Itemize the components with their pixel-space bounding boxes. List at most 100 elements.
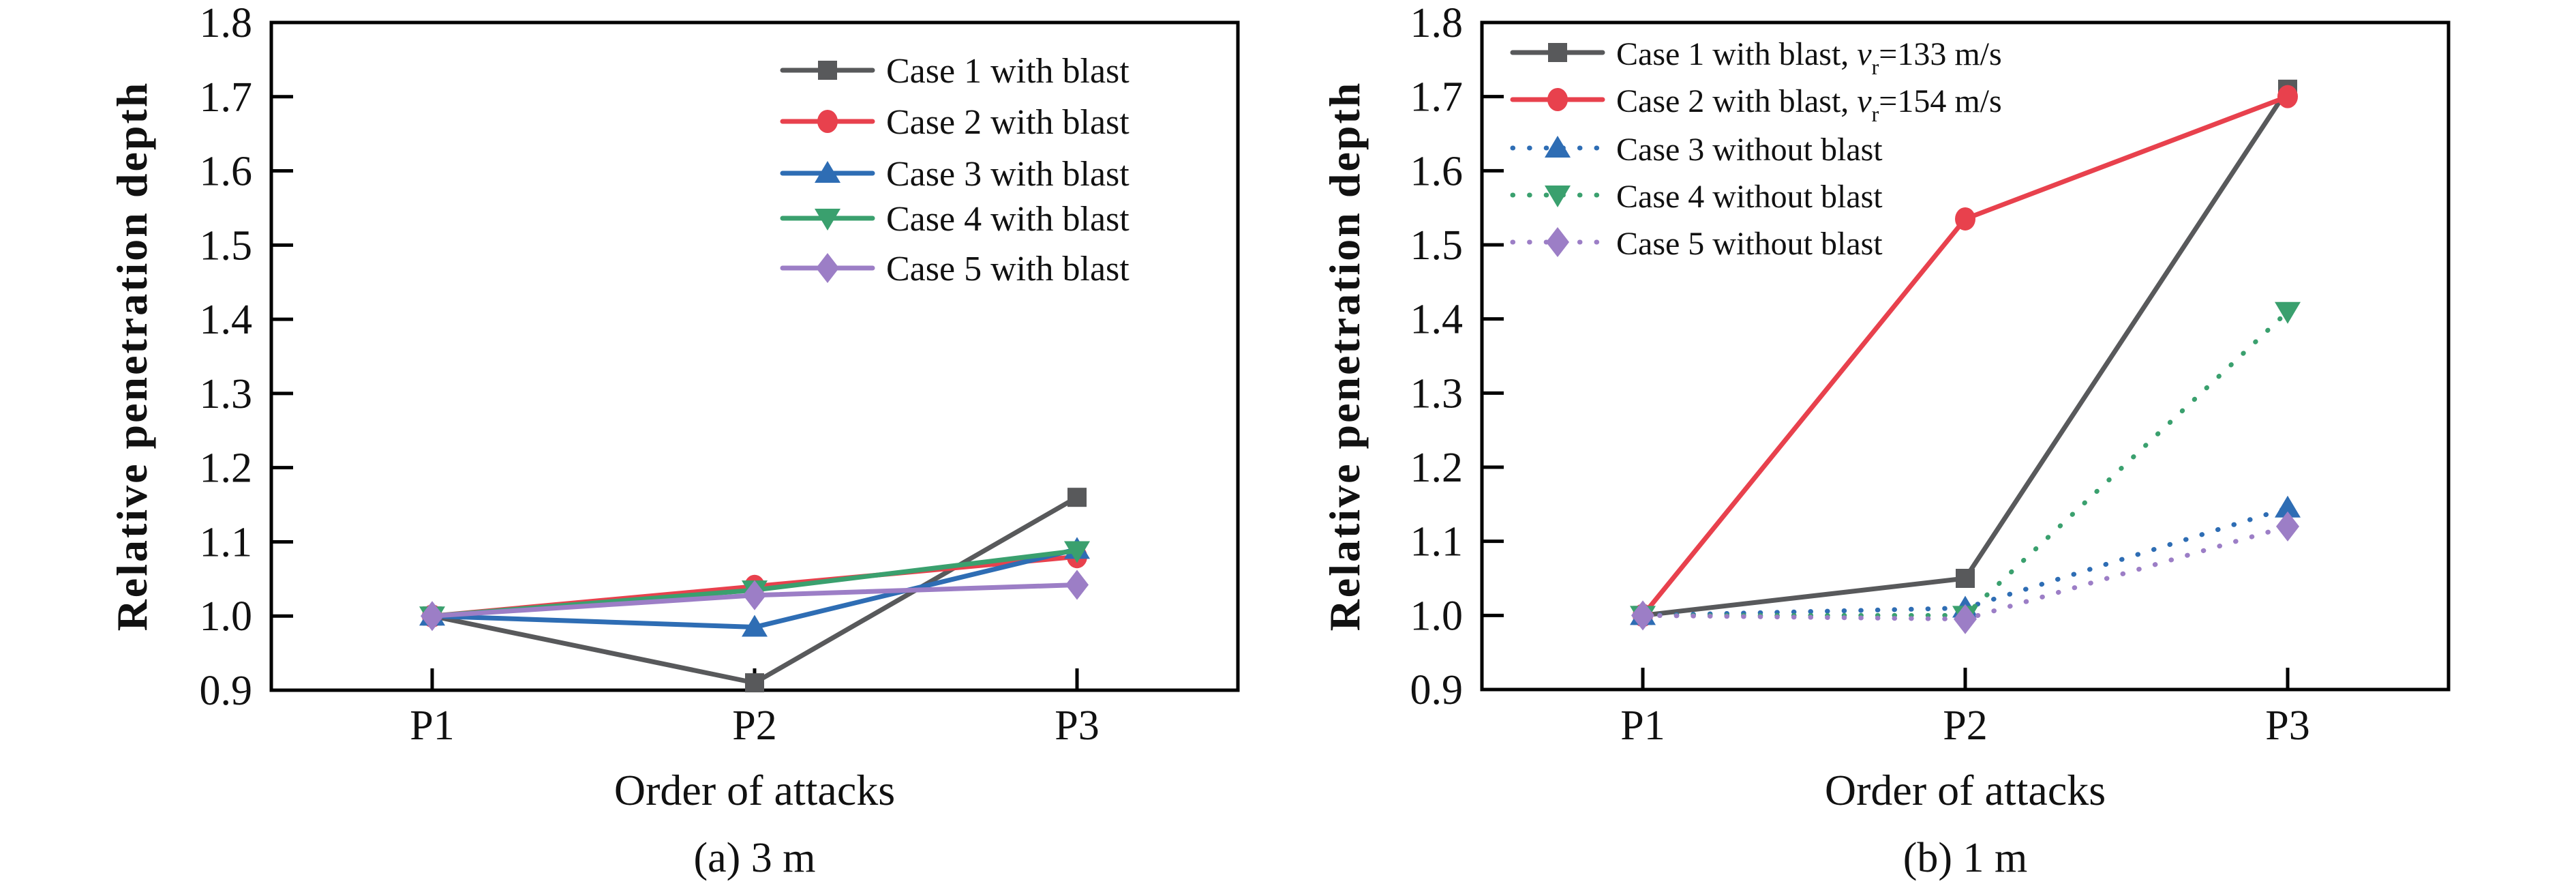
diamond-marker-icon bbox=[2276, 511, 2299, 542]
chart-b-canvas: Relative penetration depth Order of atta… bbox=[1320, 0, 2451, 881]
y-axis-tick-label: 1.0 bbox=[200, 593, 253, 640]
x-axis-tick-label: P2 bbox=[732, 702, 776, 749]
legend-label-part: Case 1 with blast, bbox=[1616, 36, 1857, 72]
legend-label: Case 1 with blast bbox=[886, 52, 1130, 91]
circle-marker-icon bbox=[2277, 85, 2298, 108]
panel-b: Relative penetration depth Order of atta… bbox=[1288, 0, 2575, 888]
triangle-up-marker-icon bbox=[815, 161, 840, 183]
triangle-up-marker-icon bbox=[1545, 136, 1571, 158]
y-axis-tick-label: 1.5 bbox=[200, 222, 253, 269]
y-axis-tick-label: 1.5 bbox=[1410, 222, 1464, 269]
y-axis-tick-label: 1.7 bbox=[200, 74, 253, 121]
diamond-marker-icon bbox=[1546, 227, 1569, 257]
y-axis-title: Relative penetration depth bbox=[108, 81, 156, 632]
y-axis-tick-label: 1.4 bbox=[200, 297, 253, 343]
y-axis-tick-label: 1.8 bbox=[200, 0, 253, 46]
diamond-marker-icon bbox=[816, 253, 839, 283]
chart-a-canvas: Relative penetration depth Order of atta… bbox=[108, 0, 1240, 881]
diamond-marker-icon bbox=[1065, 569, 1089, 600]
y-axis-title: Relative penetration depth bbox=[1320, 81, 1369, 632]
legend-label: Case 3 without blast bbox=[1616, 132, 1883, 168]
legend-label: Case 4 with blast bbox=[886, 200, 1130, 239]
diamond-marker-icon bbox=[421, 601, 444, 632]
x-axis-title: Order of attacks bbox=[1825, 766, 2106, 814]
y-axis-tick-label: 1.7 bbox=[1410, 74, 1464, 121]
triangle-down-marker-icon bbox=[1545, 186, 1571, 207]
legend-label: Case 2 with blast, vr=154 m/s bbox=[1616, 83, 2002, 126]
y-axis-tick-label: 0.9 bbox=[1410, 667, 1464, 713]
legend-label-part: =154 m/s bbox=[1879, 83, 2001, 119]
circle-marker-icon bbox=[817, 110, 838, 133]
triangle-down-marker-icon bbox=[2275, 301, 2301, 324]
legend-label-part: Case 4 with blast bbox=[886, 200, 1130, 239]
x-axis-title: Order of attacks bbox=[614, 766, 895, 814]
plot-frame bbox=[1480, 20, 2451, 692]
legend-entry: Case 2 with blast bbox=[780, 103, 1130, 142]
legend-label: Case 5 with blast bbox=[886, 250, 1130, 288]
legend-entry: Case 2 with blast, vr=154 m/s bbox=[1510, 83, 2002, 126]
legend-label-part: Case 3 with blast bbox=[886, 155, 1130, 194]
square-marker-icon bbox=[818, 61, 837, 80]
series-case-2-with-blast-vr-154-m-s-line bbox=[1640, 94, 2290, 618]
square-marker-icon bbox=[745, 673, 764, 693]
legend-entry: Case 4 without blast bbox=[1510, 179, 1883, 215]
legend-label-part: r bbox=[1872, 55, 1879, 79]
legend-label: Case 3 with blast bbox=[886, 155, 1130, 194]
y-axis-tick-label: 0.9 bbox=[200, 668, 253, 714]
y-axis-tick-label: 1.2 bbox=[1410, 445, 1464, 491]
legend-entry: Case 1 with blast, vr=133 m/s bbox=[1510, 36, 2002, 79]
legend-label-part: r bbox=[1872, 102, 1879, 126]
legend-label-part: Case 1 with blast bbox=[886, 52, 1130, 91]
legend-entry: Case 5 with blast bbox=[780, 250, 1130, 288]
y-axis-tick-label: 1.0 bbox=[1410, 593, 1464, 639]
diamond-marker-icon bbox=[1631, 600, 1654, 631]
legend-label-part: Case 4 without blast bbox=[1616, 179, 1883, 215]
legend-label-part: v bbox=[1857, 83, 1872, 119]
y-axis-tick-label: 1.6 bbox=[1410, 148, 1464, 194]
legend-label-part: v bbox=[1857, 36, 1872, 72]
legend-label: Case 1 with blast, vr=133 m/s bbox=[1616, 36, 2002, 79]
legend-entry: Case 5 without blast bbox=[1510, 226, 1883, 262]
y-axis-tick-label: 1.6 bbox=[200, 149, 253, 195]
panel-a: Relative penetration depth Order of atta… bbox=[108, 0, 1240, 881]
x-axis-tick-label: P1 bbox=[1620, 702, 1665, 749]
circle-marker-icon bbox=[1547, 88, 1568, 111]
triangle-down-marker-icon bbox=[815, 209, 840, 231]
legend-label-part: Case 2 with blast, bbox=[1616, 83, 1857, 119]
subplot-caption: (b) 1 m bbox=[1903, 835, 2028, 881]
legend-label-part: Case 3 without blast bbox=[1616, 132, 1883, 168]
diamond-marker-icon bbox=[1954, 604, 1977, 634]
y-axis-tick-label: 1.3 bbox=[200, 371, 253, 417]
subplot-caption: (a) 3 m bbox=[693, 835, 815, 881]
y-axis-tick-label: 1.4 bbox=[1410, 297, 1464, 343]
legend-label-part: Case 5 with blast bbox=[886, 250, 1130, 288]
legend-label: Case 4 without blast bbox=[1616, 179, 1883, 215]
diamond-marker-icon bbox=[743, 580, 766, 610]
y-axis-tick-label: 1.8 bbox=[1410, 0, 1464, 46]
x-axis-tick-label: P1 bbox=[410, 702, 454, 749]
legend-label-part: =133 m/s bbox=[1879, 36, 2001, 72]
square-marker-icon bbox=[1956, 569, 1975, 588]
y-axis-tick-label: 1.1 bbox=[200, 519, 253, 565]
circle-marker-icon bbox=[1955, 207, 1975, 231]
y-axis-tick-label: 1.2 bbox=[200, 445, 253, 492]
legend-label: Case 5 without blast bbox=[1616, 226, 1883, 262]
square-marker-icon bbox=[1067, 488, 1087, 507]
x-axis-tick-label: P3 bbox=[2265, 702, 2309, 749]
x-axis-tick-label: P3 bbox=[1055, 702, 1099, 749]
series-case-1-with-blast-vr-133-m-s-line bbox=[1640, 87, 2290, 618]
legend-entry: Case 3 without blast bbox=[1510, 132, 1883, 168]
y-axis-tick-label: 1.1 bbox=[1410, 519, 1464, 565]
legend-entry: Case 1 with blast bbox=[780, 52, 1130, 91]
square-marker-icon bbox=[1548, 43, 1567, 62]
triangle-up-marker-icon bbox=[742, 615, 768, 637]
y-axis-tick-label: 1.3 bbox=[1410, 370, 1464, 417]
legend-label-part: Case 2 with blast bbox=[886, 103, 1130, 142]
legend-entry: Case 3 with blast bbox=[780, 155, 1130, 194]
legend: Case 1 with blast Case 2 with blast Case 3… bbox=[780, 52, 1130, 288]
legend-label-part: Case 5 without blast bbox=[1616, 226, 1883, 262]
triangle-down-marker-icon bbox=[1064, 541, 1090, 563]
triangle-up-marker-icon bbox=[2275, 495, 2301, 518]
